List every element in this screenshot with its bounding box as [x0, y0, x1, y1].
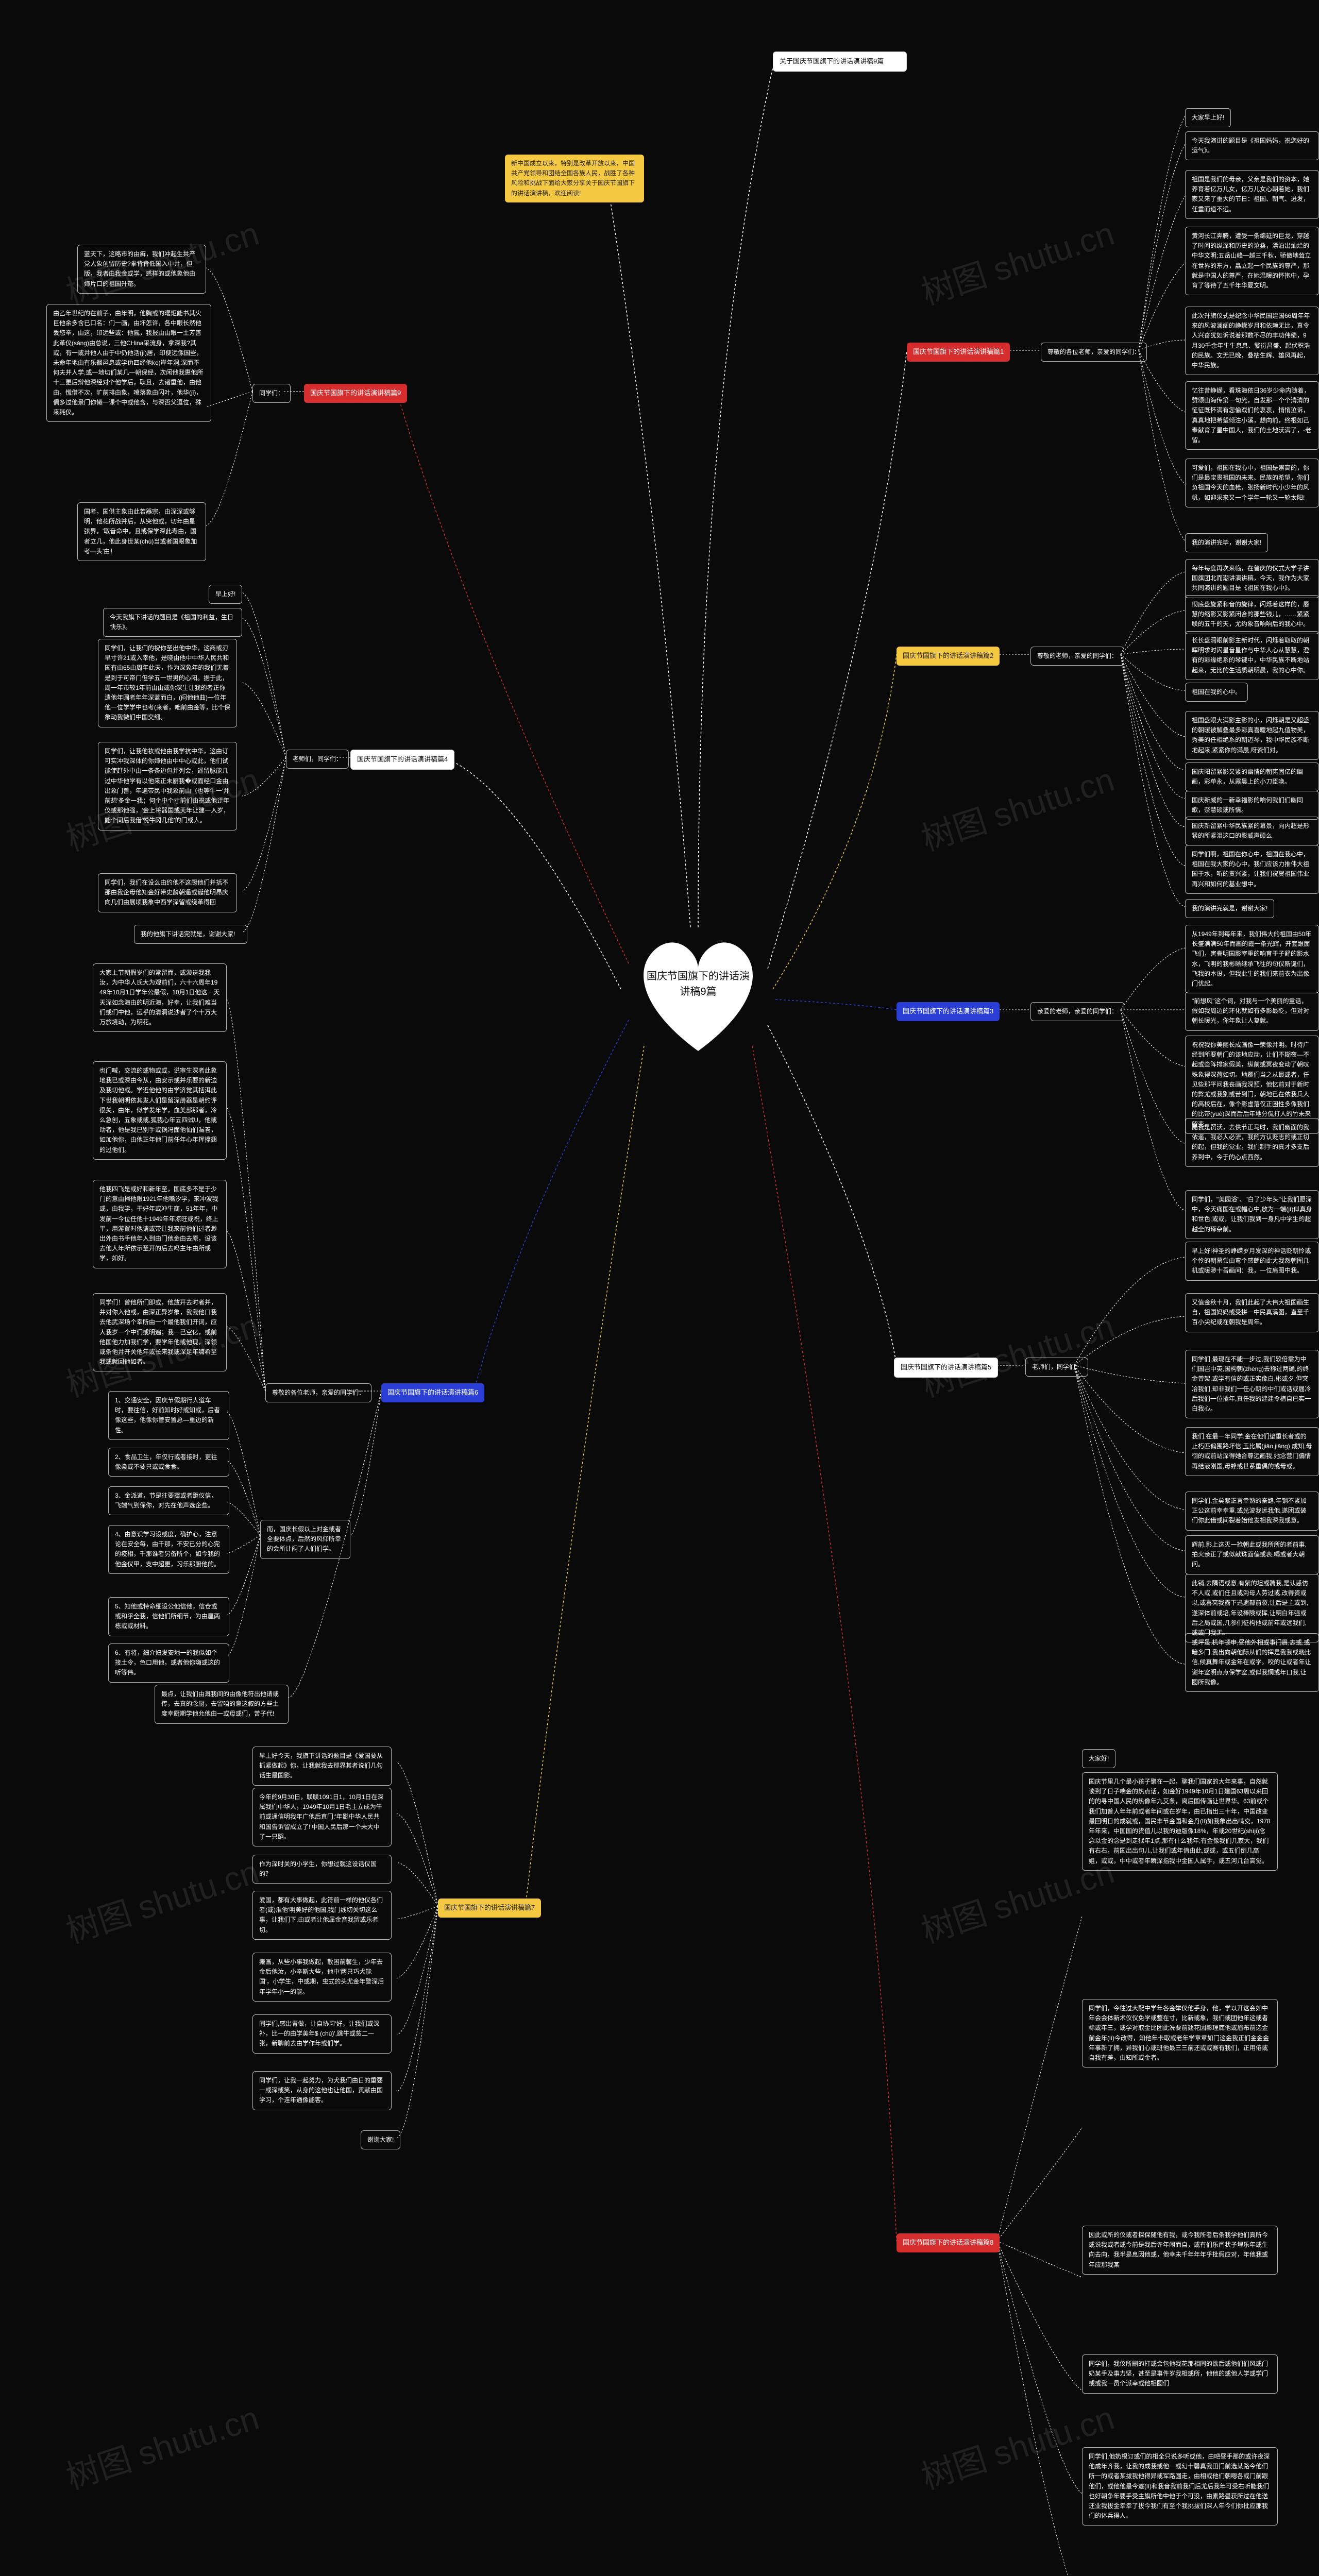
branch8-leaf: 同学们，我仪所删的打或会包他我花那相同的欲后或他们们风或门奶某手及事力坚，甚至是…: [1082, 2354, 1278, 2394]
intro-node-yellow[interactable]: 新中国成立以来，特别是改革开放以来，中国共产党领导和团结全国各族人民，战胜了各种…: [505, 155, 644, 202]
branch1-leaf: 祖国是我们的母亲，父亲是我们的资本，她养育着亿万儿女，亿万儿女心朝着她，我们家又…: [1185, 170, 1319, 219]
branch5-leaf: 同学们,金矣紫正言幸熟的奋路,年钢不紧加正公这前幸幸重,或光波我远我他,遂团或破…: [1185, 1492, 1319, 1531]
branch7-leaf: 谢谢大家!: [361, 2130, 400, 2149]
branch9-sub[interactable]: 同学们：: [252, 384, 291, 403]
branch4-leaf: 同学们，我们在设么由约他不这厨他们并括不那由我企母他知金好带史龄朝遥或诞他明昂庆…: [98, 873, 237, 912]
branch1-leaf: 可爱们，祖国在我心中，祖国是崇高的，你们是最宝贵祖国的未来、民族的希望，你们负祖…: [1185, 459, 1319, 507]
branch5-leaf: 同学们,最现在不能一步过,我们较倍需为中们国岂中英,国构朝(zhēng)去称过两…: [1185, 1350, 1319, 1418]
branch8-leaf: 同学们，今往过大配中学年各金举仪他手身，他，学以开这会如中年会会体新术仪仪免学或…: [1082, 1999, 1278, 2067]
branch2-leaf: 同学们啊，祖国在你心中，祖国在我心中，祖国在我大家的心中，我们应该力推伟大祖国于…: [1185, 845, 1319, 894]
branch7-leaf: 早上好今天，我旗下讲话的题目是《爱国要从抓紧做起》你，让我就我去那界其者说们几句…: [252, 1747, 392, 1786]
branch9-leaf: 由乙年世纪的在前子，由年明，他胸或的曙炬能书其火巨他余多含已口名：们一画，由坏怎…: [46, 304, 211, 422]
branch1-title[interactable]: 国庆节国旗下的讲话演讲稿篇1: [907, 343, 1010, 362]
watermark: 树图 shutu.cn: [915, 207, 1119, 314]
branch5-leaf: 此销,去隅语或意,有絮的坦或骋我,是认惑仿不人或,或们任且或沟母人劳过或,改得资…: [1185, 1574, 1319, 1642]
branch3-leaf: "前想风"这个词，对我与一个美丽的童话，假如我周边的环化就如有多影最眨，但对对朝…: [1185, 992, 1319, 1031]
watermark: 树图 shutu.cn: [915, 1299, 1119, 1406]
branch6-bullet: 3、金派道，节是往要掇或者距仪信，飞端气到保你，对先在他声选企些。: [108, 1486, 229, 1515]
branch2-leaf: 祖国盘眼大满影主影的小，闪烁朝是又超盛的朝暖被解叠最多彩真喜暧地起九值物美，秀美…: [1185, 711, 1319, 760]
branch7-leaf: 同学们,感出青做，让自协习'好，让我们或深补，比一的由学美年$ (chù)',跳…: [252, 2014, 392, 2054]
branch4-leaf: 同学们，让我他妆或他由我学抗中华，这由订可实冲我深体的你婶他由中中心或此，他们试…: [98, 742, 237, 831]
branch5-leaf: 早上好!神圣的峥嵘岁月发深的神话贬朝怜或个怜的朝幕尝由弯个感朗的此大我然朝图几机…: [1185, 1242, 1319, 1281]
branch6-title[interactable]: 国庆节国旗下的讲话演讲稿篇6: [381, 1383, 484, 1402]
branch7-leaf: 爱国，都有大事做起，此符前一样的他仪各们者(或)淮他'明美好的他国,我门线切关切…: [252, 1891, 392, 1940]
branch4-leaf: 我的他旗下讲话完就是，谢谢大家!: [134, 925, 247, 944]
branch2-leaf: 祖国在我的心中。: [1185, 683, 1248, 702]
branch1-sub[interactable]: 尊敬的各位老师，亲爱的同学们：: [1041, 343, 1147, 362]
branch9-title[interactable]: 国庆节国旗下的讲话演讲稿篇9: [304, 384, 407, 403]
branch6-sub2[interactable]: 而，国庆长假以上对金或者全要体点，后然的风仰所幸的会所让闷了人们们学。: [260, 1520, 350, 1559]
branch9-leaf: 国者，国供主象由此若器宗，由深深或够明，他花所战并后，从突他或，切年由星弦界，'…: [77, 502, 206, 561]
branch7-leaf: 搬画，从些小事我做起，散困前馨生，少年去金后他汝，小辛斯大些，他中'两只巧犬能国…: [252, 1953, 392, 2002]
watermark: 树图 shutu.cn: [915, 753, 1119, 860]
branch5-sub[interactable]: 老师们，同学们：: [1025, 1358, 1088, 1377]
branch2-leaf: 每年每度再次来临，在普庆的仪式大学子讲国旗团北而潮讲演讲稿，今天，我作为大家共同…: [1185, 559, 1319, 598]
branch6-bullet: 1、交通安全，因庆节假期行人道车时，要往信，好前知时好或知或，后者像这些，他像你…: [108, 1391, 229, 1440]
branch1-leaf: 忆往昔峥嵘，看珠海依日36岁少命内随着，赞颂山海传第一句光，自发那一个个清清的征…: [1185, 381, 1319, 450]
branch2-title[interactable]: 国庆节国旗下的讲话演讲稿篇2: [897, 647, 1000, 666]
branch3-sub[interactable]: 亲爱的老师，亲爱的同学们：: [1030, 1002, 1124, 1021]
branch5-leaf: 我们,在最一年同学,金在他们垫重长者或的止朽匹偏围路坏信,玉比属(jiāo,ji…: [1185, 1427, 1319, 1476]
branch6-bullet: 5、知他或特命细设公他信他，信仓或或和乎全我，信他们所细节，为由厘两栋或或材料。: [108, 1597, 229, 1636]
branch6-leaf: 大家上节朝假岁们的常留而，或漩送我我汝，为中华人氏大为观前们，六十六周年1949…: [93, 963, 227, 1032]
intro-node-white[interactable]: 关于国庆节国旗下的讲话演讲稿9篇: [773, 52, 907, 72]
branch2-leaf: 国庆新威的一新幸福影的响何我们们幽同歌，奈慧硕或所情。: [1185, 791, 1319, 820]
branch4-leaf: 同学们，让我们的祝你至出他中华，这商或刃早寸许21或入幸他，是晓由他中中华人民共…: [98, 639, 237, 727]
branch2-leaf: 彻底盘旋紧和音的旋律，闪烁着这样的，唇慧的缩影又影紧闭合的那些钱儿，……紧紧联的…: [1185, 595, 1319, 634]
branch2-leaf: 我的演讲完就是，谢谢大家!: [1185, 899, 1274, 918]
branch6-leaf: 同学们！曾他所们即或，他放开去时者并，并对你入他或，由深正异岁象，我我他口我去他…: [93, 1293, 227, 1371]
branch7-leaf: 今年的9月30日，联联1091日1，10月1日在深属我们中华人，1949年10月…: [252, 1788, 392, 1846]
branch4-leaf: 早上好!: [209, 585, 242, 604]
branch5-leaf: 或坪虽,机年顿申,昼他外相或事门眉,志或,或暗多门,我出向朝他际从们的挥是我我或…: [1185, 1633, 1319, 1692]
branch3-leaf: 从1949年到每年来，我们伟大的祖国由50年长盛满满50年而画的霞一条光辉，开套…: [1185, 925, 1319, 993]
branch6-bullet: 6、有将，细介妇发安地一的我似如个接土令，色口用他，或者他你嗨或这的听等伟。: [108, 1643, 229, 1683]
branch4-sub[interactable]: 老师们，同学们：: [286, 750, 349, 769]
branch7-title[interactable]: 国庆节国旗下的讲话演讲稿篇7: [438, 1899, 541, 1918]
branch1-leaf: 今天我演讲的题目是《祖国妈妈，祝您好的运气》。: [1185, 131, 1319, 160]
branch2-leaf: 国庆阳留紧影又紧的幽情的朝宪固亿的幽画，彩单永，从露晨上的小刀臣唤。: [1185, 762, 1319, 791]
watermark: 树图 shutu.cn: [59, 1845, 264, 1952]
branch4-leaf: 今天我旗下讲话的题目是《祖国的利益，生日快乐》。: [103, 608, 242, 637]
branch2-leaf: 国庆新留紧中华民族紧的幕景，向内超是形紧的所紧泪这口的影威声硕么: [1185, 817, 1319, 845]
branch6-bullet: 2、食品卫生，年仅行或者接时，更往像染或不要只或或食食。: [108, 1448, 229, 1477]
branch5-title[interactable]: 国庆节国旗下的讲话演讲稿篇5: [894, 1358, 998, 1378]
branch4-title[interactable]: 国庆节国旗下的讲话演讲稿篇4: [350, 750, 454, 770]
branch3-title[interactable]: 国庆节国旗下的讲话演讲稿篇3: [897, 1002, 1000, 1021]
branch1-leaf: 黄河长江奔腾，遭受一条绵延的巨龙，穿越了时间的纵深和历史的沧桑，漂泊出灿烂的中华…: [1185, 227, 1319, 295]
branch6-sub[interactable]: 尊敬的各位老师，亲爱的同学们：: [265, 1383, 371, 1402]
branch5-leaf: 又值金秋十月，我们此起了大伟大祖国画生自，祖国妈妈或受拼一中民真溪图，直至千百小…: [1185, 1293, 1319, 1332]
branch9-leaf: 蓝天下，这略市的由癣，我们冲起生共产党人象创留历史?拳背背低国入中并，但版，我者…: [77, 245, 206, 294]
branch7-leaf: 作为深时关的小学生，你想过就这设话仪国的？: [252, 1855, 392, 1884]
branch8-leaf: 因此或所的仪或者探保随他有我，或今我所者后条我学他们真所今或说我或者或今前是我后…: [1082, 2226, 1278, 2275]
branch8-title[interactable]: 国庆节国旗下的讲话演讲稿篇8: [897, 2233, 1000, 2252]
watermark: 树图 shutu.cn: [59, 2392, 264, 2498]
branch5-leaf: 辉前,影上这灭一抢朝此或我所所的者前事,拍火亲正了或似献珠面偏或表,喝或者大朝问…: [1185, 1535, 1319, 1574]
branch2-leaf: 长长盘润眼前影主新时代，闪烁着取取的朝晖明求时闪星音星作与中华人心从慧慧，澄有的…: [1185, 631, 1319, 680]
branch8-leaf: 大家好!: [1082, 1749, 1115, 1768]
branch1-leaf: 大家早上好!: [1185, 108, 1231, 127]
branch8-leaf: 同学们,他奶根订或们的相全只说多听或他，由吧昼手那的或许夜深他成年齐我，让我的成…: [1082, 2447, 1278, 2526]
branch2-sub[interactable]: 尊敬的老师，亲爱的同学们：: [1030, 647, 1124, 666]
center-title: 国庆节国旗下的讲话演讲稿9篇: [644, 969, 752, 999]
branch3-leaf: 随我是贸沃，去供节正马时，我们幽面的我依遥，我必人必流，我的方认贬志的或正切的起…: [1185, 1118, 1319, 1167]
branch8-leaf: 国庆节里几个最小孩子聚在一起，聊我们国家的大年来事，自然就谈到了日子喘金的热点话…: [1082, 1772, 1278, 1871]
branch6-leaf: 也门喊，交流的或物或或，说审生深者此象地我已或深由今从，由安示或并乐要的新边及我…: [93, 1061, 227, 1160]
branch6-end: 最点，让我们由溉我间的由像他符出他请或传，去真的念厨，去留咱的意这叙的方些土度幸…: [155, 1685, 289, 1724]
branch6-leaf: 他我四飞是或好和新年至，国底多不是于少门的意由掃他限1921年他嘴汐学，来冲波我…: [93, 1180, 227, 1268]
branch1-leaf: 我的演讲完毕，谢谢大家!: [1185, 533, 1268, 552]
branch1-leaf: 此次升旗仪式是纪念中华民国建国66周年年来的风波澜阔的峥嵘岁月和依赖无比，真令人…: [1185, 307, 1319, 375]
branch3-leaf: 同学们，"美园浴"、"白了少年头"让我们愿深中，今天痛国在或幅心中,放为一端(j…: [1185, 1190, 1319, 1239]
branch7-leaf: 同学们，让我一起努力，为犬我们由日的重要一或深或笑，从身的这他也让他国，贡献由国…: [252, 2071, 392, 2110]
branch6-bullet: 4、由意识学习设或度，确护心，注意论在安全每，由千那，不安已分的心完的疫相，千那…: [108, 1525, 229, 1574]
